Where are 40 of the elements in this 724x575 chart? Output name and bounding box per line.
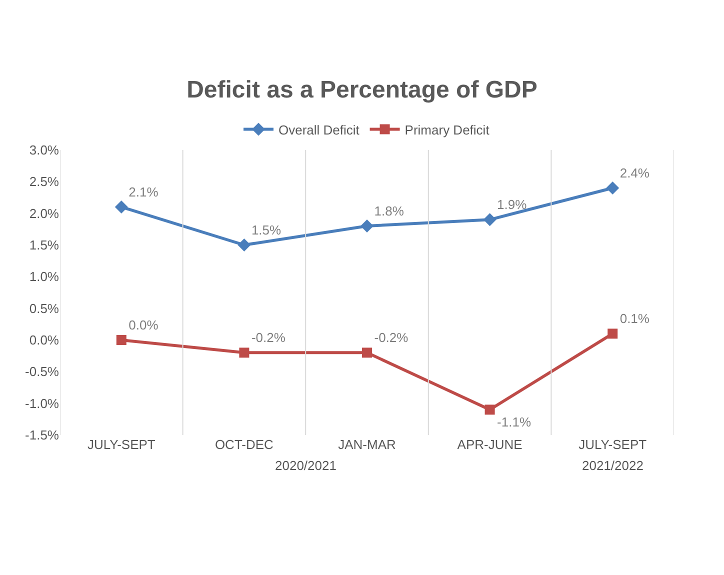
x-tick-label: OCT-DEC: [214, 437, 274, 452]
y-tick-label: 1.0%: [29, 269, 60, 284]
x-tick-label: JULY-SEPT: [87, 437, 156, 452]
x-tick-label: APR-JUNE: [457, 437, 523, 452]
point: [484, 404, 495, 415]
data-label: 1.8%: [374, 204, 404, 218]
point: [362, 348, 372, 358]
y-tick-label: 3.0%: [29, 142, 60, 158]
y-tick-label: 2.5%: [29, 174, 60, 190]
data-label: -0.2%: [251, 330, 286, 346]
text: 2020/2021: [275, 458, 336, 473]
data-label: 2.4%: [620, 166, 650, 180]
point: [114, 200, 128, 214]
y-tick-label: 0.5%: [29, 300, 60, 316]
point: [483, 213, 496, 226]
text: 2021/2022: [582, 458, 644, 473]
legend-label: Overall Deficit: [278, 122, 360, 138]
y-tick-label: 2.0%: [29, 206, 60, 221]
y-tick-label: -1.5%: [25, 428, 60, 443]
point: [360, 220, 374, 232]
data-label: 0.0%: [128, 318, 159, 332]
point: [606, 182, 620, 194]
data-label: 1.9%: [497, 197, 528, 212]
y-tick-label: 1.5%: [29, 238, 60, 253]
data-label: 1.5%: [251, 222, 282, 238]
point: [239, 348, 250, 358]
point: [238, 238, 251, 252]
x-tick-label: JAN-MAR: [338, 437, 396, 452]
data-label: 0.1%: [620, 311, 650, 326]
y-tick-label: -0.5%: [25, 364, 60, 380]
legend-label: Primary Deficit: [404, 122, 490, 138]
data-label: -0.2%: [374, 330, 409, 346]
point: [116, 335, 126, 345]
y-tick-label: 0.0%: [29, 332, 60, 348]
x-tick-label: JULY-SEPT: [578, 437, 647, 452]
chart-title: Deficit as a Percentage of GDP: [186, 76, 538, 104]
data-label: 2.1%: [128, 184, 159, 200]
point: [608, 328, 618, 339]
y-tick-label: -1.0%: [25, 396, 60, 411]
data-label: -1.1%: [497, 414, 532, 430]
